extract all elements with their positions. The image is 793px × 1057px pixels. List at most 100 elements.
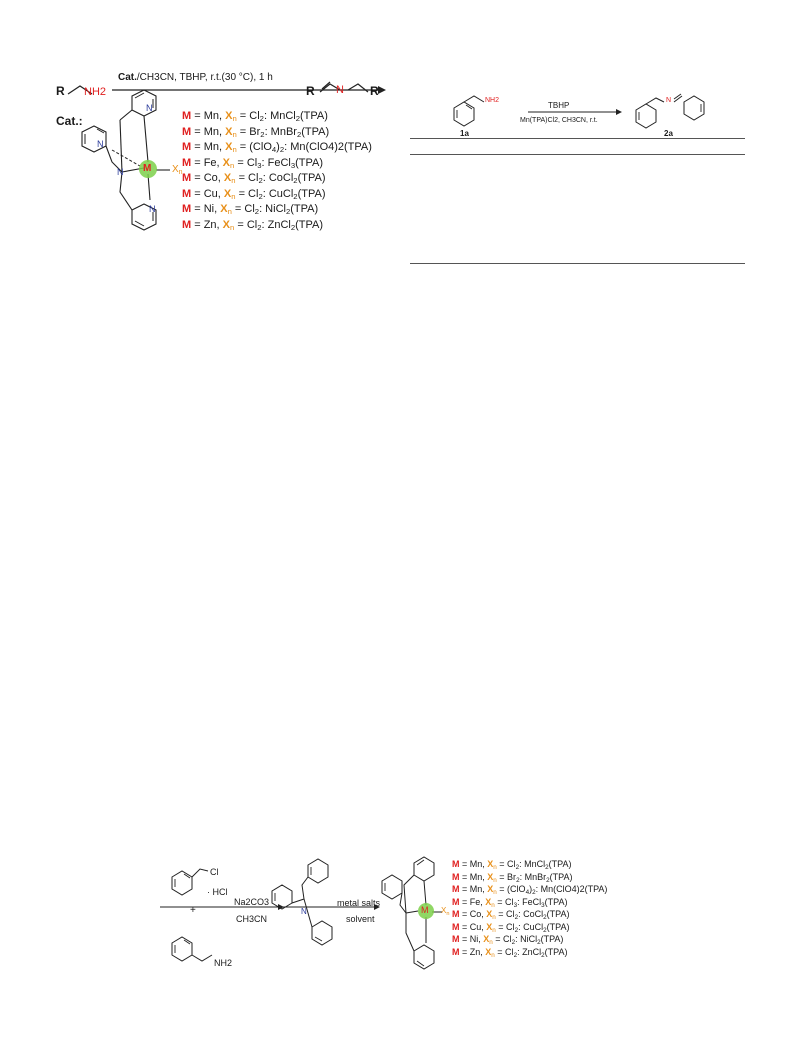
legend-formula: : NiCl bbox=[515, 934, 538, 944]
legend-formula: : MnBr bbox=[519, 871, 547, 882]
legend-ligand-subscript: n bbox=[230, 222, 235, 232]
reactant-r: R bbox=[56, 84, 65, 98]
legend-metal-symbol: M bbox=[452, 859, 460, 869]
complex-ligand: Xn bbox=[172, 164, 183, 176]
legend-formula-tail: : Mn(ClO4)2(TPA) bbox=[535, 884, 608, 894]
legend-line: M = Ni, Xn = Cl2: NiCl2(TPA) bbox=[182, 203, 318, 215]
legend-subscript: 4 bbox=[271, 145, 277, 154]
legend-formula-tail: (TPA) bbox=[295, 218, 324, 231]
reagent-hcl: · HCl bbox=[207, 887, 228, 897]
legend-subscript: 3 bbox=[257, 160, 262, 170]
legend-ligand-subscript: n bbox=[489, 939, 493, 946]
legend-line: M = Ni, Xn = Cl2: NiCl2(TPA) bbox=[452, 934, 564, 946]
legend-ligand-subscript: n bbox=[493, 876, 497, 884]
legend-subscript: 2 bbox=[515, 864, 520, 871]
tpa-amine-n: N bbox=[301, 907, 307, 916]
complex-n-top: N bbox=[146, 103, 153, 113]
legend-metal-symbol: M bbox=[182, 110, 192, 122]
legend-metal-symbol: M bbox=[182, 203, 192, 215]
legend-formula-tail: (TPA) bbox=[290, 203, 319, 215]
legend-formula: : MnBr bbox=[264, 125, 297, 138]
legend-ligand-symbol: X bbox=[222, 156, 231, 169]
legend-ligand-symbol: X bbox=[486, 921, 493, 932]
legend-ligand-subscript: n bbox=[230, 160, 235, 170]
step-1-top: Na2CO3 bbox=[234, 897, 270, 907]
legend-formula: : MnCl bbox=[519, 859, 546, 869]
legend-subscript: 2 bbox=[254, 207, 260, 216]
legend-metal-symbol: M bbox=[182, 172, 192, 184]
legend-line: M = Mn, Xn = (ClO4)2: Mn(ClO4)2(TPA) bbox=[452, 884, 608, 896]
legend-formula-tail: (TPA) bbox=[546, 909, 570, 919]
catalyst-label: Cat.: bbox=[56, 114, 83, 128]
legend-subscript: 2 bbox=[296, 129, 302, 139]
legend-metal-symbol: M bbox=[452, 946, 460, 957]
plus-sign: + bbox=[190, 905, 196, 916]
scheme-2-arrow-bottom: Mn(TPA)Cl2, CH3CN, r.t. bbox=[520, 117, 598, 124]
legend-ligand-subscript: n bbox=[231, 191, 236, 201]
legend-subscript: 2 bbox=[260, 129, 265, 139]
legend-line: M = Zn, Xn = Cl2: ZnCl2(TPA) bbox=[452, 946, 568, 959]
legend-formula-tail: (TPA) bbox=[549, 871, 573, 882]
step-2-top: metal salts bbox=[337, 898, 381, 908]
legend-subscript: 2 bbox=[259, 114, 264, 123]
legend-formula-tail: (TPA) bbox=[297, 187, 326, 200]
product-r-right: R bbox=[370, 84, 379, 98]
product-metal: M bbox=[421, 905, 429, 915]
legend-subscript: 2 bbox=[279, 145, 285, 154]
scheme-1-drawing bbox=[67, 81, 386, 231]
legend-ligand-symbol: X bbox=[485, 946, 492, 957]
legend-ligand-symbol: X bbox=[225, 125, 233, 138]
legend-formula-tail: (TPA) bbox=[295, 156, 324, 169]
product-r-left: R bbox=[306, 84, 315, 98]
legend-line: M = Cu, Xn = Cl2: CuCl2(TPA) bbox=[452, 921, 570, 934]
legend-metal-name: = Mn, bbox=[459, 884, 488, 894]
legend-line: M = Zn, Xn = Cl2: ZnCl2(TPA) bbox=[182, 219, 323, 231]
legend-metal-symbol: M bbox=[182, 187, 192, 200]
legend-ligand: = Cl bbox=[231, 203, 255, 215]
legend-subscript: 4 bbox=[525, 889, 530, 896]
legend-formula: : ZnCl bbox=[517, 946, 542, 957]
legend-ligand: = Cl bbox=[492, 934, 512, 944]
legend-metal-symbol: M bbox=[452, 921, 460, 932]
step-1-bottom: CH3CN bbox=[236, 914, 268, 924]
legend-metal-name: = Zn, bbox=[459, 946, 486, 957]
legend-metal-name: = Mn, bbox=[459, 859, 488, 869]
legend-formula-tail: : Mn(ClO4)2(TPA) bbox=[284, 141, 372, 153]
legend-subscript: 3 bbox=[513, 901, 518, 909]
legend-formula-tail: (TPA) bbox=[540, 934, 564, 944]
legend-formula: : FeCl bbox=[517, 896, 542, 907]
legend-metal-name: = Mn, bbox=[191, 110, 226, 122]
legend-formula: : MnCl bbox=[263, 110, 296, 122]
legend-metal-name: = Mn, bbox=[459, 871, 488, 882]
legend-subscript: 2 bbox=[295, 114, 301, 123]
product-n: N bbox=[336, 84, 344, 96]
legend-subscript: 3 bbox=[541, 901, 545, 909]
legend-ligand-subscript: n bbox=[232, 145, 237, 154]
legend-subscript: 2 bbox=[514, 914, 519, 921]
legend-metal-name: = Cu, bbox=[191, 187, 224, 200]
legend-subscript: 2 bbox=[290, 222, 296, 232]
legend-formula-tail: (TPA) bbox=[301, 125, 330, 138]
legend-formula: ) bbox=[529, 884, 533, 894]
legend-formula: : ZnCl bbox=[261, 218, 291, 231]
legend-metal-name: = Mn, bbox=[191, 125, 226, 138]
legend-subscript: 2 bbox=[293, 191, 298, 201]
legend-formula-tail: (TPA) bbox=[544, 946, 568, 957]
legend-ligand-symbol: X bbox=[483, 934, 490, 944]
scheme-3-drawing bbox=[160, 856, 442, 970]
legend-ligand-subscript: n bbox=[492, 926, 496, 934]
legend-ligand: = Cl bbox=[235, 187, 259, 200]
legend-formula-tail: (TPA) bbox=[548, 859, 572, 869]
legend-ligand: = Cl bbox=[495, 909, 515, 919]
legend-ligand-symbol: X bbox=[222, 218, 231, 231]
legend-ligand: = Cl bbox=[234, 156, 258, 169]
legend-ligand-symbol: X bbox=[487, 884, 494, 894]
legend-formula-tail: (TPA) bbox=[297, 172, 326, 184]
legend-line: M = Fe, Xn = Cl3: FeCl3(TPA) bbox=[182, 157, 323, 169]
legend-formula-tail: (TPA) bbox=[546, 921, 570, 932]
scheme-2-imine-n: N bbox=[666, 97, 672, 104]
legend-ligand: = (ClO bbox=[496, 884, 526, 894]
legend-subscript: 2 bbox=[293, 176, 298, 185]
legend-ligand: = Br bbox=[496, 871, 517, 882]
legend-subscript: 2 bbox=[543, 914, 547, 921]
